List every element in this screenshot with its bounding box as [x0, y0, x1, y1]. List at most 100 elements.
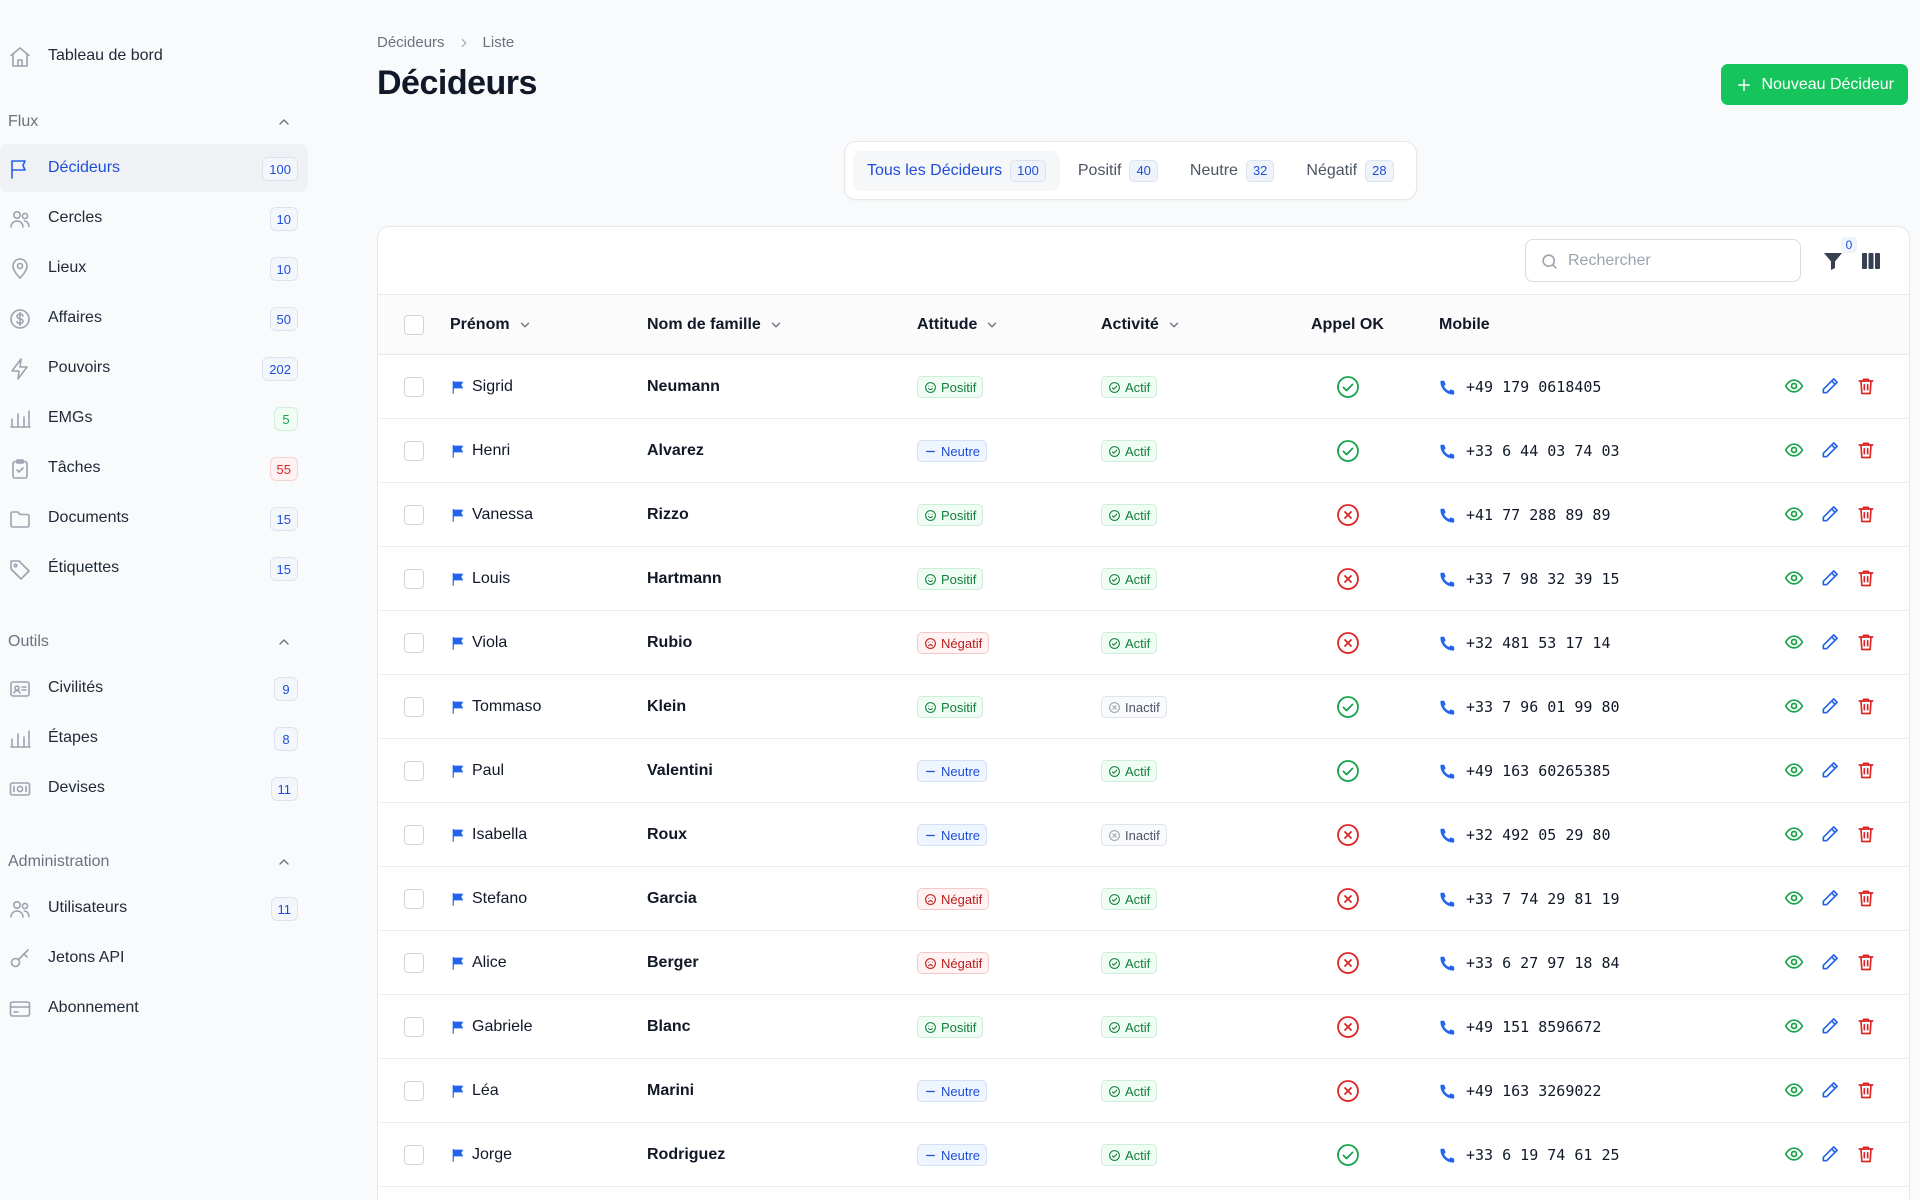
table-row[interactable]: Viola Rubio Négatif Actif +32 481 53 17 14 [378, 611, 1909, 675]
table-row[interactable]: Louis Hartmann Positif Actif +33 7 98 32 39 … [378, 547, 1909, 611]
row-checkbox[interactable] [404, 441, 424, 461]
pencil-icon[interactable] [1820, 1144, 1840, 1164]
column-header-first-name[interactable]: Prénom [450, 295, 532, 355]
sidebar-group-2[interactable]: Administration [0, 842, 308, 882]
pencil-icon[interactable] [1820, 568, 1840, 588]
table-row[interactable]: Gabriele Blanc Positif Actif +49 151 8596672 [378, 995, 1909, 1059]
tab-tous-les-decideurs[interactable]: Tous les Décideurs 100 [853, 150, 1060, 191]
tab-positif[interactable]: Positif 40 [1064, 151, 1172, 191]
pencil-icon[interactable] [1820, 1080, 1840, 1100]
sidebar-group-0[interactable]: Flux [0, 102, 308, 142]
sidebar-item-tableau-de-bord[interactable]: Tableau de bord [0, 32, 308, 80]
breadcrumb-liste[interactable]: Liste [482, 34, 515, 51]
trash-icon[interactable] [1856, 760, 1876, 780]
breadcrumb-decideurs[interactable]: Décideurs [377, 34, 445, 51]
trash-icon[interactable] [1856, 1080, 1876, 1100]
trash-icon[interactable] [1856, 952, 1876, 972]
table-row[interactable]: Paul Valentini Neutre Actif +49 163 60265385 [378, 739, 1909, 803]
sidebar-group-1[interactable]: Outils [0, 622, 308, 662]
tab-neutre[interactable]: Neutre 32 [1176, 151, 1289, 191]
table-row[interactable]: Henri Alvarez Neutre Actif +33 6 44 03 74 03 [378, 419, 1909, 483]
eye-icon[interactable] [1784, 1016, 1804, 1036]
eye-icon[interactable] [1784, 952, 1804, 972]
table-row[interactable]: Tommaso Klein Positif Inactif +33 7 96 01 99… [378, 675, 1909, 739]
cell-mobile[interactable]: +33 7 74 29 81 19 [1439, 867, 1620, 931]
table-row[interactable]: Léa Marini Neutre Actif +49 163 3269022 [378, 1059, 1909, 1123]
row-checkbox[interactable] [404, 377, 424, 397]
sidebar-item-emgs[interactable]: EMGs 5 [0, 394, 308, 442]
cell-mobile[interactable]: +49 179 0618405 [1439, 355, 1601, 419]
select-all-checkbox[interactable] [404, 315, 424, 335]
pencil-icon[interactable] [1820, 1016, 1840, 1036]
eye-icon[interactable] [1784, 1080, 1804, 1100]
row-checkbox[interactable] [404, 569, 424, 589]
cell-mobile[interactable]: +33 6 19 74 61 25 [1439, 1123, 1620, 1187]
row-checkbox[interactable] [404, 697, 424, 717]
trash-icon[interactable] [1856, 824, 1876, 844]
table-row[interactable]: Sigrid Neumann Positif Actif +49 179 0618405 [378, 355, 1909, 419]
search-input[interactable]: Rechercher [1525, 239, 1801, 282]
eye-icon[interactable] [1784, 824, 1804, 844]
sidebar-item-utilisateurs[interactable]: Utilisateurs 11 [0, 884, 308, 932]
cell-mobile[interactable]: +33 6 44 03 74 03 [1439, 419, 1620, 483]
eye-icon[interactable] [1784, 760, 1804, 780]
trash-icon[interactable] [1856, 696, 1876, 716]
eye-icon[interactable] [1784, 504, 1804, 524]
sidebar-item-documents[interactable]: Documents 15 [0, 494, 308, 542]
pencil-icon[interactable] [1820, 440, 1840, 460]
pencil-icon[interactable] [1820, 888, 1840, 908]
table-row[interactable]: Jorge Rodriguez Neutre Actif +33 6 19 74 61 … [378, 1123, 1909, 1187]
sidebar-item-lieux[interactable]: Lieux 10 [0, 244, 308, 292]
eye-icon[interactable] [1784, 1144, 1804, 1164]
pencil-icon[interactable] [1820, 376, 1840, 396]
columns-icon[interactable] [1859, 249, 1883, 273]
table-row[interactable]: Alice Berger Négatif Actif +33 6 27 97 18 84 [378, 931, 1909, 995]
cell-mobile[interactable]: +33 6 27 97 18 84 [1439, 931, 1620, 995]
table-row[interactable]: Isabella Roux Neutre Inactif +32 492 05 29 8… [378, 803, 1909, 867]
row-checkbox[interactable] [404, 505, 424, 525]
tab-negatif[interactable]: Négatif 28 [1292, 151, 1407, 191]
pencil-icon[interactable] [1820, 824, 1840, 844]
trash-icon[interactable] [1856, 1144, 1876, 1164]
cell-mobile[interactable]: +33 7 98 32 39 15 [1439, 547, 1620, 611]
row-checkbox[interactable] [404, 761, 424, 781]
cell-mobile[interactable]: +49 163 60265385 [1439, 739, 1611, 803]
column-header-attitude[interactable]: Attitude [917, 295, 999, 355]
sidebar-item-pouvoirs[interactable]: Pouvoirs 202 [0, 344, 308, 392]
eye-icon[interactable] [1784, 888, 1804, 908]
filter-icon[interactable] [1821, 249, 1845, 273]
eye-icon[interactable] [1784, 440, 1804, 460]
sidebar-item-devises[interactable]: Devises 11 [0, 764, 308, 812]
sidebar-item-affaires[interactable]: Affaires 50 [0, 294, 308, 342]
sidebar-item-abonnement[interactable]: Abonnement [0, 984, 308, 1032]
cell-mobile[interactable]: +49 163 3269022 [1439, 1059, 1601, 1123]
sidebar-item-etapes[interactable]: Étapes 8 [0, 714, 308, 762]
eye-icon[interactable] [1784, 632, 1804, 652]
cell-mobile[interactable]: +41 77 288 89 89 [1439, 483, 1611, 547]
table-row[interactable]: Vanessa Rizzo Positif Actif +41 77 288 89 89 [378, 483, 1909, 547]
row-checkbox[interactable] [404, 953, 424, 973]
sidebar-item-decideurs[interactable]: Décideurs 100 [0, 144, 308, 192]
trash-icon[interactable] [1856, 440, 1876, 460]
table-row[interactable]: Stefano Garcia Négatif Actif +33 7 74 29 81 … [378, 867, 1909, 931]
column-header-activity[interactable]: Activité [1101, 295, 1181, 355]
cell-mobile[interactable]: +32 481 53 17 14 [1439, 611, 1611, 675]
pencil-icon[interactable] [1820, 696, 1840, 716]
eye-icon[interactable] [1784, 696, 1804, 716]
row-checkbox[interactable] [404, 825, 424, 845]
new-decideur-button[interactable]: Nouveau Décideur [1721, 64, 1908, 105]
trash-icon[interactable] [1856, 632, 1876, 652]
column-header-last-name[interactable]: Nom de famille [647, 295, 783, 355]
sidebar-item-taches[interactable]: Tâches 55 [0, 444, 308, 492]
pencil-icon[interactable] [1820, 952, 1840, 972]
trash-icon[interactable] [1856, 504, 1876, 524]
row-checkbox[interactable] [404, 1145, 424, 1165]
sidebar-item-jetons-api[interactable]: Jetons API [0, 934, 308, 982]
sidebar-item-etiquettes[interactable]: Étiquettes 15 [0, 544, 308, 592]
trash-icon[interactable] [1856, 888, 1876, 908]
cell-mobile[interactable]: +32 492 05 29 80 [1439, 803, 1611, 867]
row-checkbox[interactable] [404, 633, 424, 653]
sidebar-item-cercles[interactable]: Cercles 10 [0, 194, 308, 242]
trash-icon[interactable] [1856, 376, 1876, 396]
pencil-icon[interactable] [1820, 760, 1840, 780]
